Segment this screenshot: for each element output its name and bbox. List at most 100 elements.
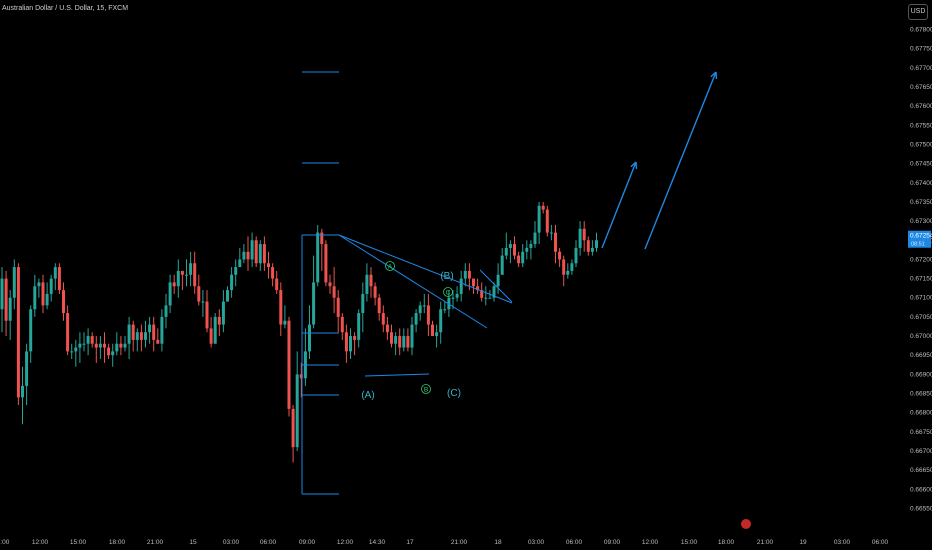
candle-body — [201, 301, 205, 303]
candle — [398, 328, 402, 356]
candle-body — [295, 374, 299, 448]
candle — [357, 309, 361, 348]
candle — [525, 240, 529, 260]
candle-body — [422, 305, 426, 307]
candle — [221, 290, 225, 333]
y-tick-label: 0.67350 — [910, 199, 932, 206]
candle — [234, 259, 238, 287]
x-tick-label: 18:00 — [718, 539, 735, 546]
candle — [472, 278, 475, 294]
y-tick-label: 0.67650 — [910, 84, 932, 91]
y-tick-label: 0.67400 — [910, 180, 932, 187]
candle — [476, 278, 480, 294]
candle-body — [37, 282, 41, 287]
candle-body — [517, 255, 521, 264]
candle-body — [299, 374, 303, 379]
candle — [504, 232, 508, 260]
candle-body — [226, 290, 229, 302]
candle — [267, 251, 270, 279]
candle — [62, 282, 65, 321]
candle-body — [349, 336, 352, 352]
time-axis[interactable]: 9:00 12:00 15:00 18:00 21:00 15 03:00 06:00 09:0… — [0, 519, 889, 546]
minor-wave-label: A — [385, 261, 395, 271]
candle-body — [123, 343, 127, 348]
candle-body — [324, 244, 328, 283]
trendline — [479, 269, 513, 303]
candle-body — [451, 297, 455, 299]
y-tick-label: 0.67100 — [910, 295, 932, 302]
candle — [119, 336, 123, 356]
candle — [148, 316, 152, 344]
candle-body — [148, 324, 152, 333]
candle — [37, 278, 41, 298]
candle — [582, 221, 586, 252]
candle-body — [217, 316, 221, 325]
candle — [324, 240, 328, 287]
candle-body — [558, 251, 562, 260]
y-tick-label: 0.67700 — [910, 65, 932, 72]
minor-wave-label: B — [421, 384, 431, 394]
candle — [12, 259, 16, 310]
candle — [246, 236, 250, 271]
candle-body — [29, 309, 33, 352]
candle — [258, 240, 262, 271]
currency-button[interactable]: USD — [908, 4, 928, 20]
candle — [238, 247, 242, 268]
candle-body — [176, 270, 180, 287]
candle — [513, 236, 516, 260]
x-tick-label: 21:00 — [451, 539, 468, 546]
candle — [33, 274, 37, 317]
candle-body — [82, 343, 86, 345]
candle-body — [189, 263, 193, 275]
x-tick-label: 03:00 — [223, 539, 240, 546]
candle-body — [537, 205, 541, 233]
candle — [316, 224, 320, 287]
candle — [287, 316, 291, 417]
candle-body — [566, 270, 570, 275]
projection-arrow — [601, 161, 637, 249]
candle — [595, 232, 598, 252]
candle — [78, 332, 82, 363]
candle — [586, 236, 590, 256]
candle-body — [234, 267, 238, 275]
x-tick-label: 12:00 — [32, 539, 49, 546]
candle-body — [221, 301, 225, 325]
y-tick-label: 0.66900 — [910, 371, 932, 378]
candle-body — [291, 408, 295, 448]
candle-body — [25, 351, 29, 386]
projection-arrow-head — [710, 71, 717, 78]
candle-body — [238, 259, 242, 268]
candle — [193, 251, 197, 294]
candle — [66, 305, 70, 356]
candle-body — [111, 351, 115, 356]
candle — [205, 290, 209, 333]
candle — [361, 282, 365, 333]
price-axis[interactable]: 0.67800 0.67750 0.67700 0.67650 0.67600 0.675… — [908, 27, 932, 513]
projection-arrow — [644, 71, 717, 250]
candle-body — [488, 297, 492, 299]
candle — [115, 332, 119, 356]
candle — [209, 316, 213, 348]
y-tick-label: 0.66700 — [910, 448, 932, 455]
x-tick-label: 18 — [494, 539, 502, 546]
y-tick-label: 0.66800 — [910, 410, 932, 417]
candle-body — [496, 274, 500, 287]
y-tick-label: 0.67450 — [910, 161, 932, 168]
candle-body — [185, 274, 188, 276]
candle — [4, 270, 8, 337]
candle-body — [287, 320, 291, 409]
y-tick-label: 0.67300 — [910, 218, 932, 225]
candle-body — [193, 263, 197, 287]
candle-body — [4, 278, 8, 321]
candle — [312, 255, 316, 329]
candle — [283, 305, 287, 329]
candle — [574, 240, 578, 268]
candle-body — [262, 244, 266, 264]
x-tick-label: 12:00 — [337, 539, 354, 546]
candle-body — [254, 240, 258, 264]
y-tick-label: 0.67050 — [910, 314, 932, 321]
candle — [242, 244, 246, 264]
candle-body — [361, 293, 365, 314]
candle — [529, 240, 533, 260]
